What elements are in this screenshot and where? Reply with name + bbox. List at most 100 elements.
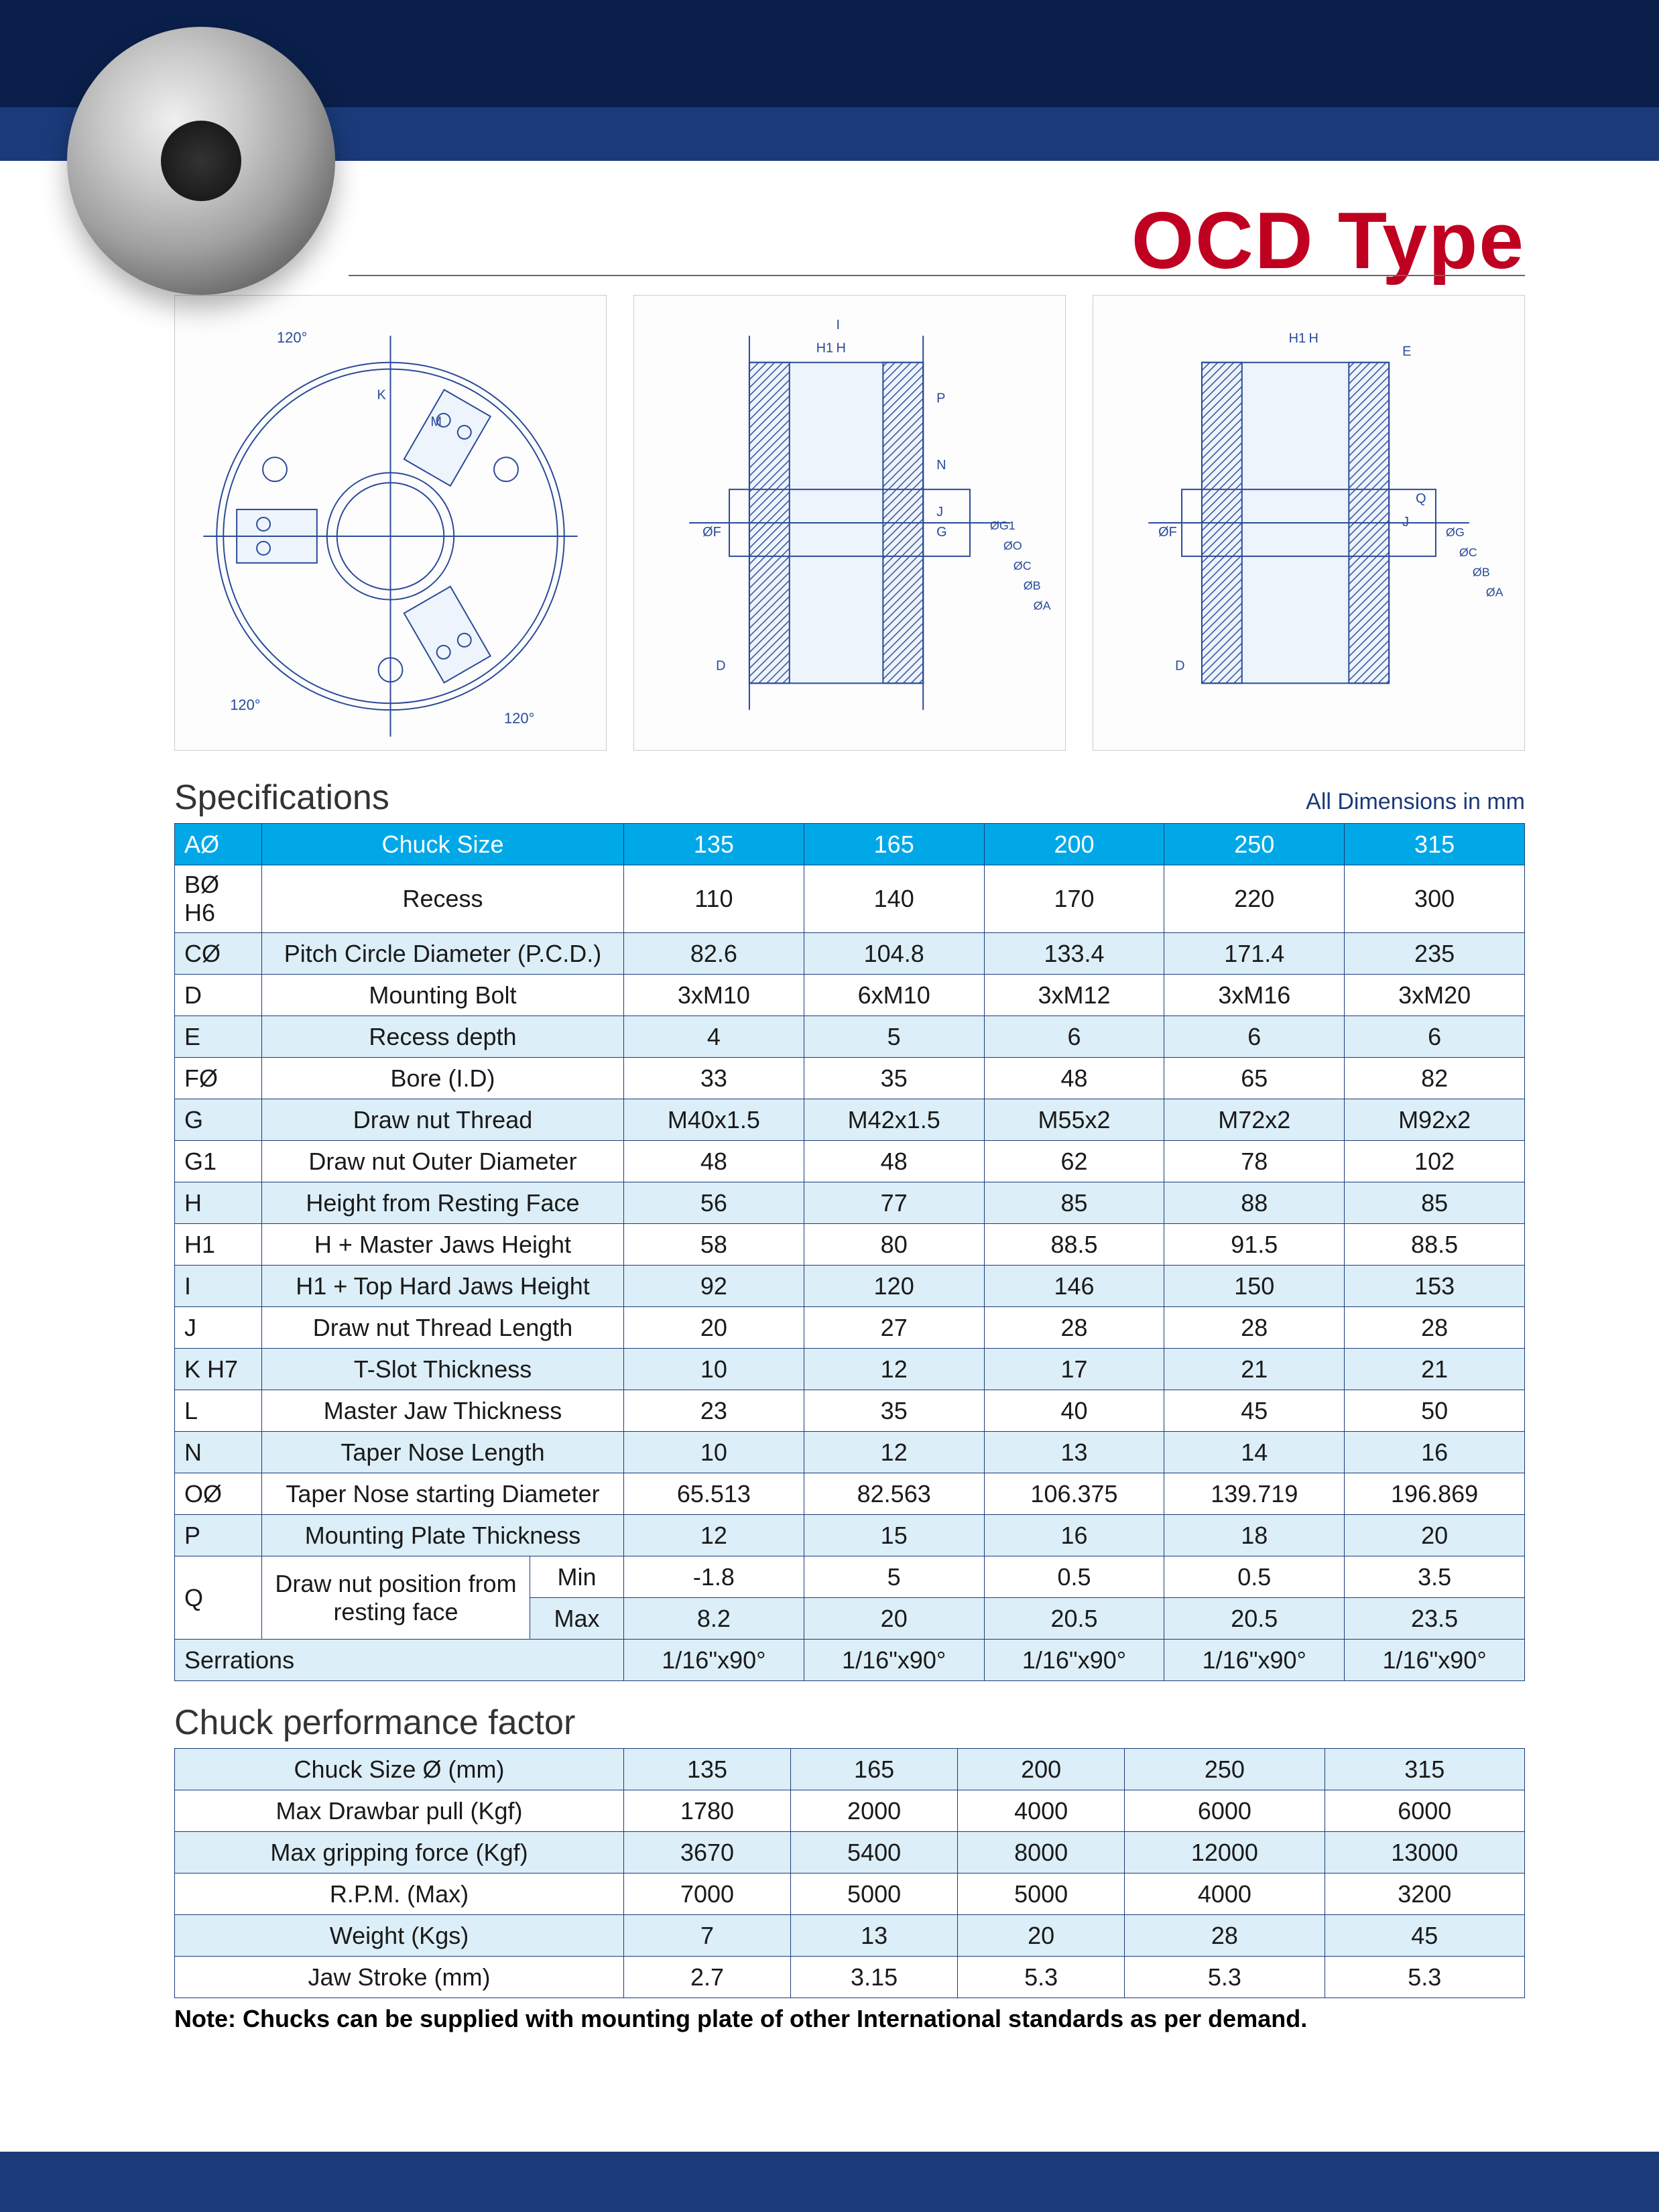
table-row: NTaper Nose Length1012131416 bbox=[175, 1432, 1525, 1473]
spec-val: 4 bbox=[624, 1016, 804, 1058]
perf-val: 5400 bbox=[791, 1832, 958, 1873]
spec-code: BØ H6 bbox=[175, 865, 262, 933]
spec-desc: Mounting Bolt bbox=[262, 975, 624, 1016]
spec-desc: T-Slot Thickness bbox=[262, 1349, 624, 1390]
spec-val: 27 bbox=[804, 1307, 984, 1349]
spec-val: 13 bbox=[984, 1432, 1164, 1473]
spec-val: 106.375 bbox=[984, 1473, 1164, 1515]
spec-val: 110 bbox=[624, 865, 804, 933]
svg-text:ØC: ØC bbox=[1013, 559, 1032, 572]
spec-val: 6xM10 bbox=[804, 975, 984, 1016]
spec-val: 0.5 bbox=[984, 1556, 1164, 1598]
spec-val: 300 bbox=[1345, 865, 1525, 933]
product-photo bbox=[67, 27, 335, 295]
spec-code: H1 bbox=[175, 1224, 262, 1266]
spec-code: OØ bbox=[175, 1473, 262, 1515]
perf-val: 165 bbox=[791, 1749, 958, 1790]
spec-head-desc: Chuck Size bbox=[262, 824, 624, 865]
table-row: FØBore (I.D)3335486582 bbox=[175, 1058, 1525, 1099]
spec-val: 85 bbox=[984, 1182, 1164, 1224]
spec-head-v3: 250 bbox=[1164, 824, 1345, 865]
table-row: BØ H6Recess110140170220300 bbox=[175, 865, 1525, 933]
spec-val: 17 bbox=[984, 1349, 1164, 1390]
perf-desc: Chuck Size Ø (mm) bbox=[175, 1749, 624, 1790]
svg-text:ØG: ØG bbox=[1446, 526, 1465, 539]
spec-val: 28 bbox=[1164, 1307, 1345, 1349]
table-row: JDraw nut Thread Length2027282828 bbox=[175, 1307, 1525, 1349]
spec-val: 12 bbox=[804, 1349, 984, 1390]
svg-text:ØA: ØA bbox=[1034, 599, 1051, 613]
spec-sublabel: Max bbox=[530, 1598, 624, 1640]
spec-val: 48 bbox=[624, 1141, 804, 1182]
table-row: IH1 + Top Hard Jaws Height92120146150153 bbox=[175, 1266, 1525, 1307]
svg-text:J: J bbox=[936, 505, 943, 519]
spec-val: 6 bbox=[1164, 1016, 1345, 1058]
spec-val: 62 bbox=[984, 1141, 1164, 1182]
spec-val: 21 bbox=[1164, 1349, 1345, 1390]
spec-val: 3xM20 bbox=[1345, 975, 1525, 1016]
perf-val: 7 bbox=[624, 1915, 791, 1957]
spec-val: 91.5 bbox=[1164, 1224, 1345, 1266]
spec-val: 5 bbox=[804, 1016, 984, 1058]
spec-sublabel: Min bbox=[530, 1556, 624, 1598]
spec-val: 14 bbox=[1164, 1432, 1345, 1473]
spec-code: I bbox=[175, 1266, 262, 1307]
spec-val: 1/16"x90° bbox=[1164, 1640, 1345, 1681]
table-row: LMaster Jaw Thickness2335404550 bbox=[175, 1390, 1525, 1432]
table-row: DMounting Bolt3xM106xM103xM123xM163xM20 bbox=[175, 975, 1525, 1016]
spec-desc: Recess bbox=[262, 865, 624, 933]
spec-code: E bbox=[175, 1016, 262, 1058]
spec-val: M92x2 bbox=[1345, 1099, 1525, 1141]
spec-val: 28 bbox=[1345, 1307, 1525, 1349]
spec-val: M55x2 bbox=[984, 1099, 1164, 1141]
svg-text:H: H bbox=[1309, 331, 1318, 346]
perf-val: 135 bbox=[624, 1749, 791, 1790]
svg-text:H1: H1 bbox=[1289, 331, 1306, 346]
spec-val: 150 bbox=[1164, 1266, 1345, 1307]
spec-val: 170 bbox=[984, 865, 1164, 933]
spec-val: 82.6 bbox=[624, 933, 804, 975]
spec-desc: Taper Nose Length bbox=[262, 1432, 624, 1473]
svg-text:ØO: ØO bbox=[1003, 539, 1022, 552]
perf-desc: Jaw Stroke (mm) bbox=[175, 1957, 624, 1998]
spec-code: P bbox=[175, 1515, 262, 1556]
spec-val: 1/16"x90° bbox=[804, 1640, 984, 1681]
svg-text:ØF: ØF bbox=[702, 525, 721, 540]
spec-val: 82 bbox=[1345, 1058, 1525, 1099]
spec-val: 0.5 bbox=[1164, 1556, 1345, 1598]
perf-val: 2000 bbox=[791, 1790, 958, 1832]
perf-val: 5.3 bbox=[958, 1957, 1125, 1998]
spec-desc: Draw nut Thread bbox=[262, 1099, 624, 1141]
spec-val: 3xM10 bbox=[624, 975, 804, 1016]
page-title-wrap: OCD Type bbox=[1131, 194, 1525, 287]
spec-head-v2: 200 bbox=[984, 824, 1164, 865]
spec-val: 235 bbox=[1345, 933, 1525, 975]
spec-head-v1: 165 bbox=[804, 824, 984, 865]
perf-val: 6000 bbox=[1325, 1790, 1524, 1832]
table-row: CØPitch Circle Diameter (P.C.D.)82.6104.… bbox=[175, 933, 1525, 975]
svg-text:120°: 120° bbox=[504, 710, 534, 727]
spec-val: 1/16"x90° bbox=[624, 1640, 804, 1681]
spec-val: 146 bbox=[984, 1266, 1164, 1307]
spec-desc: H + Master Jaws Height bbox=[262, 1224, 624, 1266]
spec-desc: Draw nut position from resting face bbox=[262, 1556, 530, 1640]
spec-val: 92 bbox=[624, 1266, 804, 1307]
spec-val: 48 bbox=[984, 1058, 1164, 1099]
perf-val: 8000 bbox=[958, 1832, 1125, 1873]
spec-val: 20 bbox=[804, 1598, 984, 1640]
table-row: Weight (Kgs)713202845 bbox=[175, 1915, 1525, 1957]
spec-val: 104.8 bbox=[804, 933, 984, 975]
perf-val: 28 bbox=[1125, 1915, 1325, 1957]
perf-val: 315 bbox=[1325, 1749, 1524, 1790]
spec-val: 82.563 bbox=[804, 1473, 984, 1515]
table-row: HHeight from Resting Face5677858885 bbox=[175, 1182, 1525, 1224]
perf-val: 250 bbox=[1125, 1749, 1325, 1790]
spec-desc: Pitch Circle Diameter (P.C.D.) bbox=[262, 933, 624, 975]
content-area: Specifications All Dimensions in mm AØ C… bbox=[174, 778, 1525, 2033]
svg-text:H1: H1 bbox=[816, 341, 834, 356]
svg-text:ØB: ØB bbox=[1024, 579, 1041, 593]
svg-text:M: M bbox=[430, 414, 442, 429]
table-row: ERecess depth45666 bbox=[175, 1016, 1525, 1058]
spec-val: 220 bbox=[1164, 865, 1345, 933]
spec-val: M42x1.5 bbox=[804, 1099, 984, 1141]
